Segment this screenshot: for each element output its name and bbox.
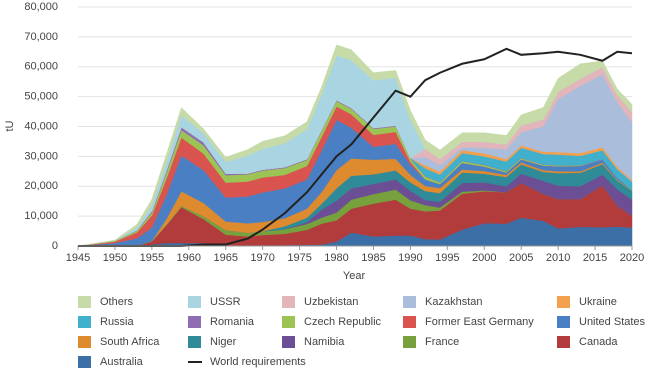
x-tick-label: 1955: [140, 252, 164, 264]
legend-swatch: [78, 296, 91, 308]
x-tick-label: 1990: [398, 252, 422, 264]
x-tick-label: 1950: [103, 252, 127, 264]
legend-label: Niger: [210, 336, 237, 348]
legend-label: Uzbekistan: [304, 296, 358, 308]
legend-swatch: [188, 316, 201, 328]
legend-label: France: [425, 336, 459, 348]
legend-label: Namibia: [304, 336, 345, 348]
y-tick-label: 0: [52, 240, 58, 252]
legend-swatch: [403, 336, 416, 348]
x-tick-label: 1970: [250, 252, 274, 264]
legend-label: Australia: [100, 356, 144, 368]
y-axis-label: tU: [4, 120, 16, 131]
area: [77, 44, 633, 247]
legend-label: Romania: [210, 316, 255, 328]
y-tick-label: 60,000: [24, 61, 58, 73]
y-tick-label: 10,000: [24, 210, 58, 222]
legend-swatch: [78, 316, 91, 328]
y-tick-label: 80,000: [24, 1, 58, 13]
x-tick-label: 2020: [620, 252, 644, 264]
x-tick-label: 1995: [435, 252, 459, 264]
legend-label: Czech Republic: [304, 316, 382, 328]
legend-label: Russia: [100, 316, 135, 328]
x-axis-label: Year: [343, 270, 366, 282]
legend-swatch: [188, 296, 201, 308]
legend-swatch: [282, 316, 295, 328]
legend-swatch: [403, 316, 416, 328]
legend-label: South Africa: [100, 336, 160, 348]
x-tick-label: 1975: [287, 252, 311, 264]
y-tick-label: 50,000: [24, 91, 58, 103]
x-tick-label: 2000: [472, 252, 496, 264]
legend-label: Others: [100, 296, 134, 308]
x-tick-label: 1945: [66, 252, 90, 264]
x-tick-label: 1965: [213, 252, 237, 264]
legend-swatch: [557, 316, 570, 328]
legend-swatch: [78, 356, 91, 368]
x-tick-label: 1985: [361, 252, 385, 264]
y-tick-label: 20,000: [24, 180, 58, 192]
y-tick-label: 30,000: [24, 150, 58, 162]
legend-label: Kazakhstan: [425, 296, 482, 308]
x-tick-label: 2005: [509, 252, 533, 264]
legend-label: United States: [579, 316, 646, 328]
legend-swatch: [282, 336, 295, 348]
legend-swatch: [188, 336, 201, 348]
y-tick-label: 70,000: [24, 31, 58, 43]
legend-label: Canada: [579, 336, 618, 348]
legend-label: World requirements: [210, 356, 306, 368]
x-tick-label: 1960: [177, 252, 201, 264]
x-tick-label: 2010: [546, 252, 570, 264]
y-tick-label: 40,000: [24, 120, 58, 132]
legend-label: Ukraine: [579, 296, 617, 308]
legend-swatch: [403, 296, 416, 308]
x-tick-label: 1980: [324, 252, 348, 264]
legend-swatch: [557, 296, 570, 308]
legend-swatch: [557, 336, 570, 348]
legend-swatch: [78, 336, 91, 348]
legend-label: USSR: [210, 296, 241, 308]
legend-swatch: [282, 296, 295, 308]
legend-label: Former East Germany: [425, 316, 534, 328]
x-tick-label: 2015: [583, 252, 607, 264]
